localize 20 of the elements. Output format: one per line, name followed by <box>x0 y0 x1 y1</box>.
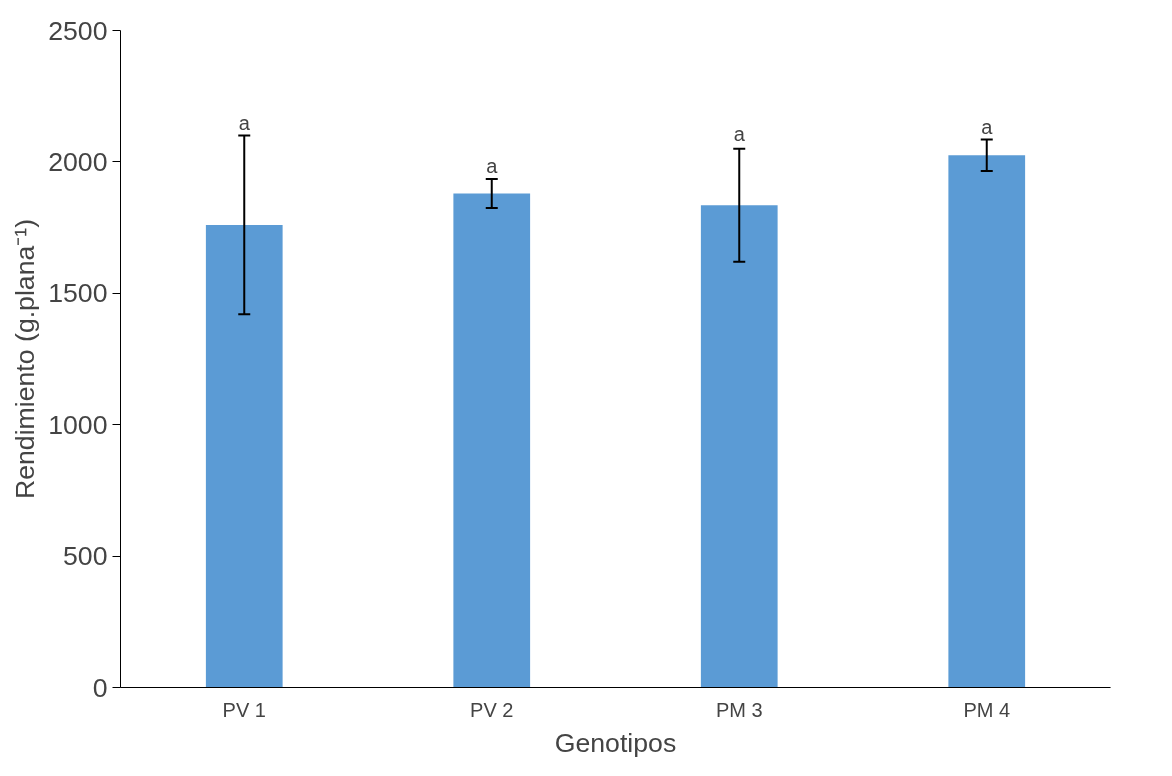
y-tick-label: 2500 <box>48 15 108 46</box>
y-axis-title: Rendimiento (g.plana⁻¹) <box>10 218 41 500</box>
y-tick-label: 2000 <box>48 146 108 177</box>
y-tick-label: 0 <box>92 672 108 703</box>
bar <box>700 205 778 688</box>
annotation: a <box>238 111 251 134</box>
bar <box>948 155 1026 688</box>
x-tick-label: PV 2 <box>470 698 514 721</box>
bar <box>453 193 531 688</box>
annotation: a <box>733 123 746 146</box>
y-tick-label: 1000 <box>48 409 108 440</box>
bar <box>205 224 283 688</box>
y-tick-label: 1500 <box>48 278 108 309</box>
x-tick-label: PV 1 <box>222 698 266 721</box>
x-tick-label: PM 3 <box>715 698 763 721</box>
x-tick-label: PM 4 <box>963 698 1011 721</box>
x-axis-title: Genotipos <box>554 727 677 758</box>
y-tick-label: 500 <box>63 541 108 572</box>
annotation: a <box>486 154 499 177</box>
annotation: a <box>981 115 994 138</box>
